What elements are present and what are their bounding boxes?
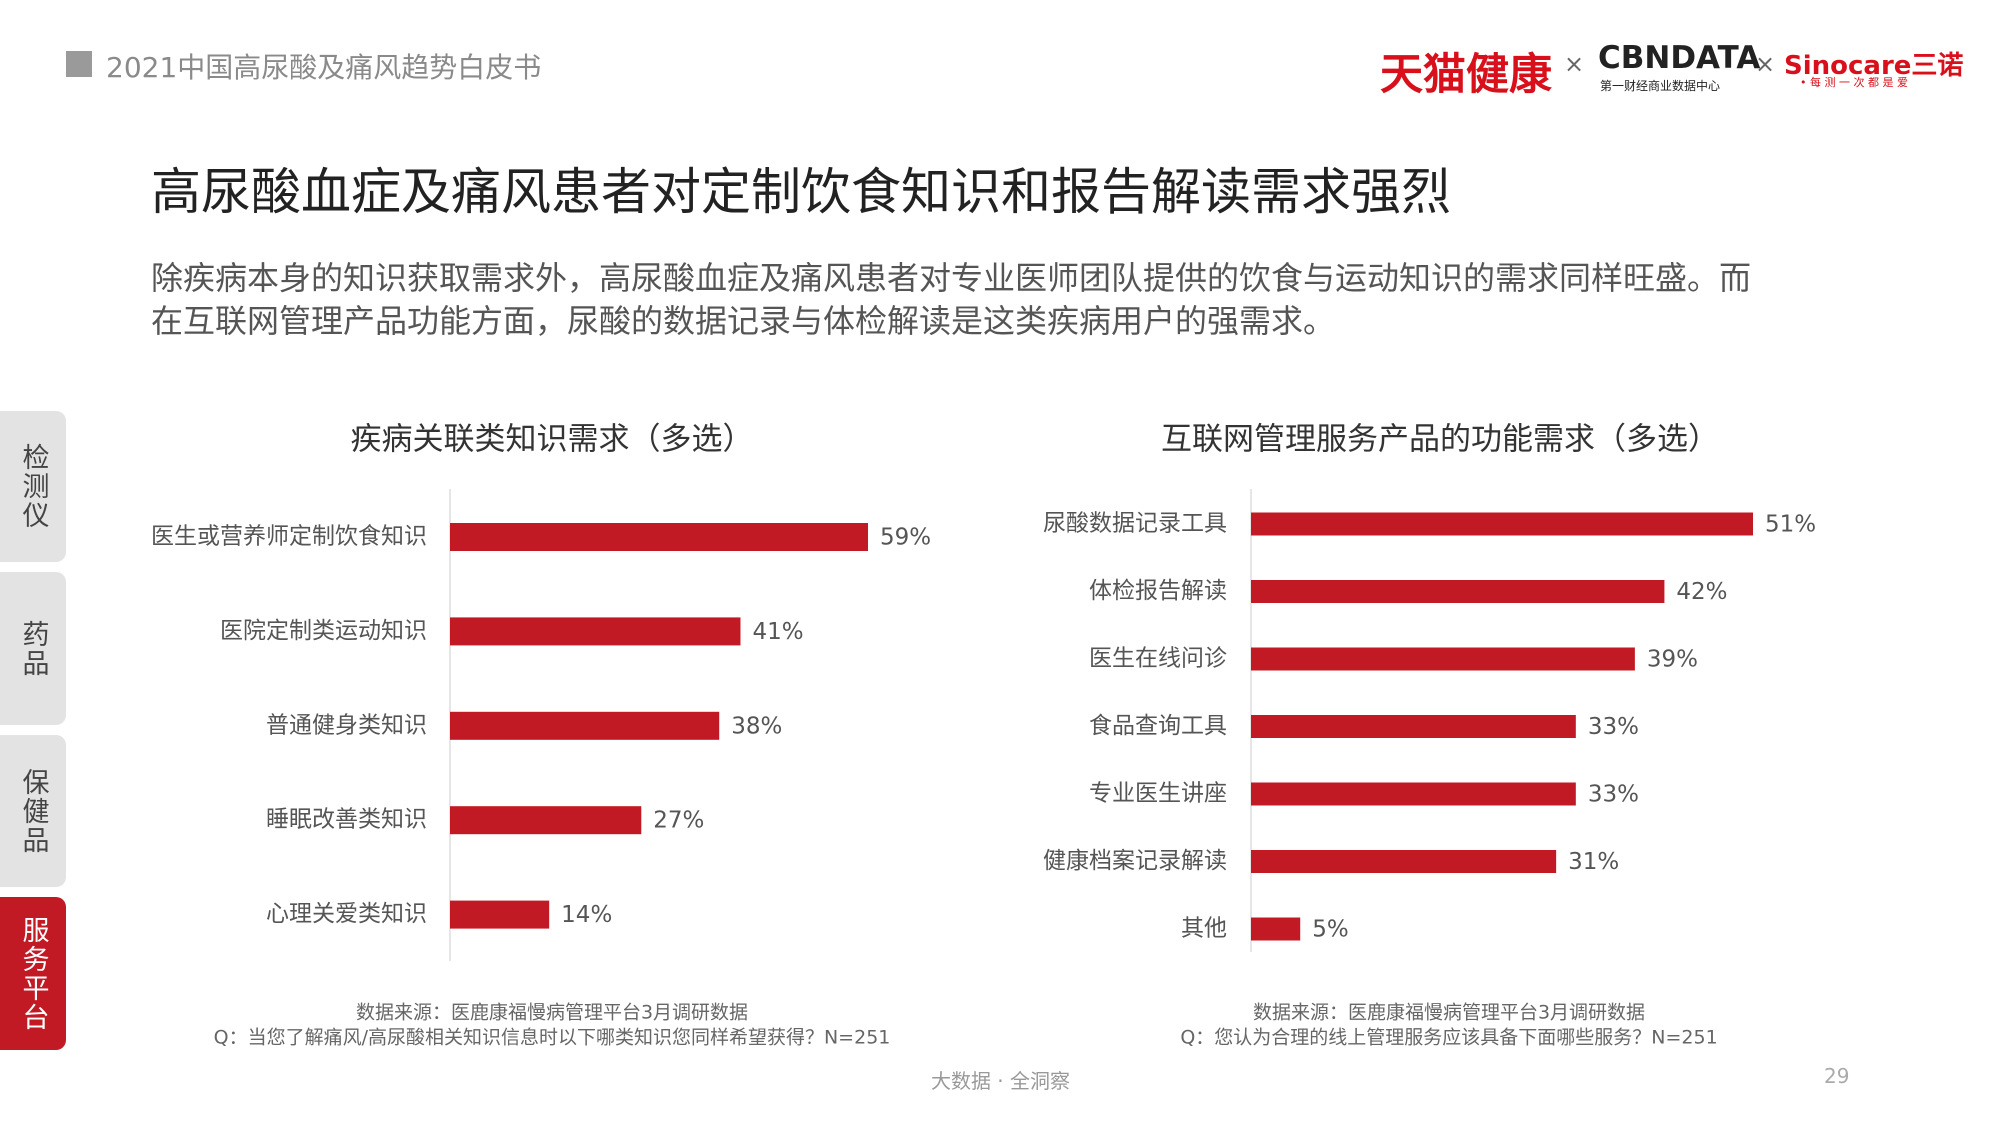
source-note: 数据来源：医鹿康福慢病管理平台3月调研数据: [1253, 1002, 1645, 1024]
value-label: 33%: [1588, 714, 1639, 740]
logo-cbndata-sub: 第一财经商业数据中心: [1600, 79, 1721, 93]
bar: [1251, 715, 1576, 738]
bar: [1251, 850, 1557, 873]
bar: [450, 523, 868, 551]
category-label: 体检报告解读: [1089, 578, 1227, 604]
category-label: 心理关爱类知识: [266, 901, 427, 927]
description-line: 在互联网管理产品功能方面，尿酸的数据记录与体检解读是这类疾病用户的强需求。: [151, 302, 1336, 340]
slide-title: 高尿酸血症及痛风患者对定制饮食知识和报告解读需求强烈: [151, 163, 1451, 221]
category-label: 普通健身类知识: [266, 712, 427, 738]
bar: [450, 617, 741, 646]
description-line: 除疾病本身的知识获取需求外，高尿酸血症及痛风患者对专业医师团队提供的饮食与运动知…: [151, 259, 1752, 297]
category-label: 医院定制类运动知识: [220, 618, 427, 644]
source-note: Q：当您了解痛风/高尿酸相关知识信息时以下哪类知识您同样希望获得？N=251: [214, 1027, 891, 1049]
category-label: 健康档案记录解读: [1043, 848, 1227, 874]
side-tab-label: 检测仪: [17, 443, 49, 530]
chart-title: 疾病关联类知识需求（多选）: [351, 422, 754, 458]
category-label: 其他: [1181, 916, 1227, 942]
value-label: 41%: [752, 619, 803, 645]
source-note: 数据来源：医鹿康福慢病管理平台3月调研数据: [356, 1002, 748, 1024]
side-tab[interactable]: 药品: [0, 572, 66, 725]
value-label: 38%: [731, 713, 782, 739]
value-label: 5%: [1312, 917, 1349, 943]
category-label: 尿酸数据记录工具: [1043, 511, 1227, 537]
footer-slogan: 大数据 · 全洞察: [930, 1069, 1071, 1093]
side-tab-label: 药品: [17, 619, 49, 678]
category-label: 专业医生讲座: [1089, 781, 1227, 807]
chart-title: 互联网管理服务产品的功能需求（多选）: [1161, 422, 1719, 458]
bar: [1251, 512, 1753, 536]
category-label: 医生或营养师定制饮食知识: [151, 524, 427, 550]
value-label: 14%: [561, 902, 612, 928]
bar: [1251, 917, 1301, 941]
logo-separator: ×: [1564, 50, 1585, 78]
side-tab[interactable]: 保健品: [0, 735, 66, 887]
bar: [450, 806, 642, 835]
bar: [1251, 580, 1665, 603]
side-tab-label: 服务平台: [17, 915, 49, 1032]
category-label: 医生在线问诊: [1089, 646, 1227, 672]
header-mark: [66, 51, 92, 77]
logo-sinocare: Sinocare三诺: [1784, 51, 1964, 81]
logo-separator: ×: [1755, 50, 1776, 78]
side-tab-label: 保健品: [17, 767, 49, 855]
value-label: 59%: [880, 525, 931, 551]
page-number: 29: [1824, 1064, 1850, 1088]
bar: [450, 900, 550, 929]
category-label: 食品查询工具: [1089, 713, 1227, 739]
value-label: 31%: [1568, 849, 1619, 875]
bar: [450, 711, 720, 740]
bar: [1251, 647, 1635, 671]
report-title: 2021中国高尿酸及痛风趋势白皮书: [106, 51, 542, 84]
bar: [1251, 782, 1576, 806]
source-note: Q：您认为合理的线上管理服务应该具备下面哪些服务？N=251: [1180, 1027, 1717, 1049]
category-label: 睡眠改善类知识: [266, 807, 427, 833]
value-label: 27%: [653, 808, 704, 834]
side-tab[interactable]: 服务平台: [0, 897, 66, 1050]
logo-sinocare-sub: • 每 测 一 次 都 是 爱: [1800, 76, 1908, 89]
value-label: 42%: [1676, 579, 1727, 605]
value-label: 33%: [1588, 782, 1639, 808]
logo-cbndata: CBNDATA: [1598, 40, 1761, 76]
value-label: 51%: [1765, 512, 1816, 538]
value-label: 39%: [1647, 647, 1698, 673]
side-tab[interactable]: 检测仪: [0, 411, 66, 562]
logo-tmall: 天猫健康: [1380, 50, 1552, 100]
